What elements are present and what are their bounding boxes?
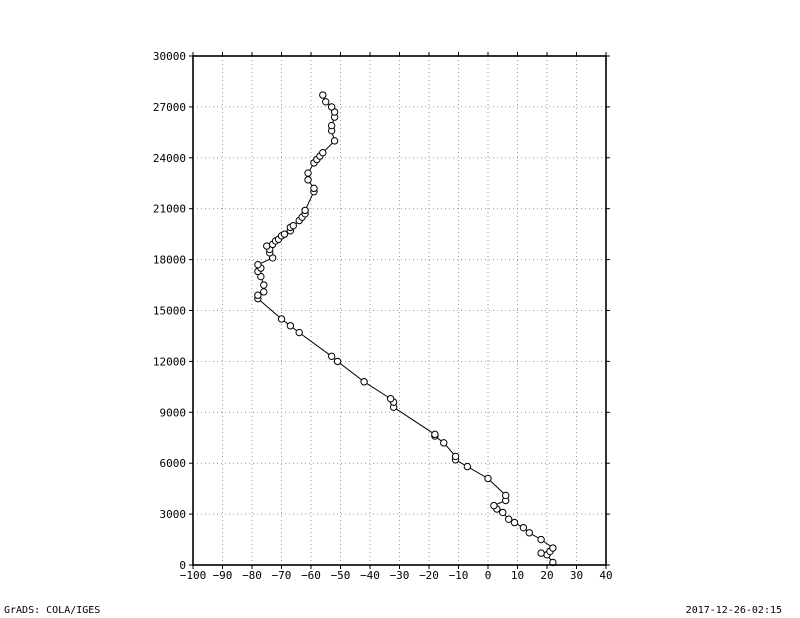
y-tick-label: 21000 bbox=[153, 203, 186, 216]
x-tick-label: −40 bbox=[360, 569, 380, 582]
y-tick-label: 12000 bbox=[153, 355, 186, 368]
data-point bbox=[327, 121, 336, 130]
x-tick-label: −60 bbox=[301, 569, 321, 582]
x-tick-label: 0 bbox=[485, 569, 492, 582]
x-tick-label: −70 bbox=[272, 569, 292, 582]
data-point bbox=[386, 395, 395, 403]
data-point bbox=[310, 184, 318, 193]
data-point bbox=[260, 288, 268, 296]
y-tick-label: 6000 bbox=[160, 457, 187, 470]
data-point bbox=[499, 508, 507, 517]
series bbox=[254, 91, 557, 567]
x-tick-label: 30 bbox=[570, 569, 583, 582]
data-point bbox=[484, 474, 492, 483]
series-line bbox=[257, 94, 554, 563]
data-point bbox=[360, 378, 368, 386]
data-point bbox=[537, 549, 545, 557]
data-point bbox=[263, 242, 271, 250]
data-point bbox=[260, 281, 268, 289]
x-tick-label: −90 bbox=[213, 569, 233, 582]
data-point bbox=[280, 230, 289, 238]
x-tick-label: −30 bbox=[390, 569, 410, 582]
data-point bbox=[319, 149, 327, 157]
data-point bbox=[304, 169, 312, 177]
data-point bbox=[327, 352, 336, 361]
x-tick-label: −100 bbox=[180, 569, 207, 582]
data-point bbox=[301, 206, 309, 215]
data-point bbox=[549, 544, 557, 552]
data-point bbox=[254, 291, 262, 299]
y-tick-label: 30000 bbox=[153, 50, 186, 63]
data-point bbox=[451, 452, 460, 461]
y-tick-label: 9000 bbox=[160, 406, 187, 419]
data-point bbox=[289, 221, 297, 230]
ticks bbox=[189, 52, 610, 569]
footer-timestamp: 2017-12-26-02:15 bbox=[685, 605, 782, 616]
grid-lines bbox=[193, 56, 606, 565]
data-point bbox=[440, 439, 448, 447]
data-point bbox=[525, 529, 533, 537]
data-point bbox=[322, 98, 330, 106]
y-tick-labels: 0 3000 6000 9000 12000 15000 18000 21000 24000 27… bbox=[153, 50, 186, 572]
y-tick-label: 15000 bbox=[153, 305, 186, 318]
x-tick-labels: −100 −90 −80 −70 −60 −50 −40 −30 −20 −10 0 10 20 30 40 bbox=[180, 569, 613, 582]
data-point bbox=[431, 430, 439, 439]
data-point bbox=[304, 176, 312, 184]
data-point bbox=[537, 535, 545, 544]
data-point bbox=[330, 137, 339, 145]
y-tick-label: 24000 bbox=[153, 152, 186, 165]
data-point bbox=[463, 462, 472, 471]
x-tick-label: −80 bbox=[242, 569, 262, 582]
data-point bbox=[333, 357, 342, 366]
y-tick-label: 3000 bbox=[160, 508, 187, 521]
data-point bbox=[490, 501, 498, 510]
data-point bbox=[254, 260, 262, 269]
x-tick-label: −50 bbox=[331, 569, 351, 582]
data-point bbox=[319, 91, 327, 99]
data-point bbox=[295, 328, 303, 337]
x-tick-label: 10 bbox=[511, 569, 524, 582]
data-point bbox=[286, 322, 295, 330]
x-tick-label: −10 bbox=[449, 569, 469, 582]
data-point bbox=[504, 515, 513, 523]
data-point bbox=[502, 491, 510, 500]
y-tick-label: 27000 bbox=[153, 101, 186, 114]
data-point bbox=[510, 518, 519, 527]
data-point bbox=[327, 103, 336, 111]
y-tick-label: 0 bbox=[179, 559, 186, 572]
footer-credit: GrADS: COLA/IGES bbox=[4, 605, 101, 616]
data-point bbox=[519, 523, 528, 532]
data-point bbox=[277, 315, 286, 323]
x-tick-label: 20 bbox=[540, 569, 553, 582]
y-tick-label: 18000 bbox=[153, 254, 186, 267]
x-tick-label: −20 bbox=[419, 569, 439, 582]
x-tick-label: 40 bbox=[599, 569, 612, 582]
